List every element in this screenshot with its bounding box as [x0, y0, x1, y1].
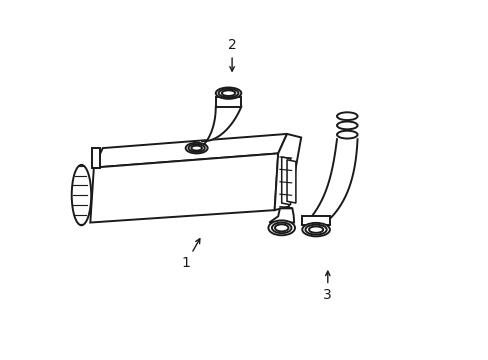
- Polygon shape: [92, 148, 100, 168]
- Ellipse shape: [302, 223, 329, 237]
- Ellipse shape: [274, 224, 288, 231]
- Polygon shape: [215, 98, 241, 107]
- Ellipse shape: [336, 112, 357, 120]
- Ellipse shape: [305, 225, 326, 235]
- Polygon shape: [281, 157, 290, 205]
- Ellipse shape: [188, 144, 204, 152]
- Ellipse shape: [271, 222, 291, 233]
- Ellipse shape: [72, 165, 91, 225]
- Text: 2: 2: [227, 38, 236, 71]
- Polygon shape: [286, 160, 295, 203]
- Text: 3: 3: [323, 271, 331, 302]
- Polygon shape: [90, 153, 278, 222]
- Polygon shape: [269, 208, 293, 222]
- Ellipse shape: [336, 131, 357, 139]
- Ellipse shape: [215, 87, 241, 99]
- Ellipse shape: [185, 143, 207, 153]
- Text: 1: 1: [181, 239, 200, 270]
- Ellipse shape: [308, 226, 323, 233]
- Polygon shape: [302, 216, 329, 225]
- Ellipse shape: [191, 145, 202, 150]
- Polygon shape: [274, 134, 301, 210]
- Ellipse shape: [222, 90, 235, 96]
- Polygon shape: [304, 139, 357, 224]
- Ellipse shape: [336, 122, 357, 129]
- Ellipse shape: [268, 220, 294, 235]
- Polygon shape: [94, 134, 286, 168]
- Polygon shape: [191, 107, 241, 150]
- Ellipse shape: [218, 89, 238, 98]
